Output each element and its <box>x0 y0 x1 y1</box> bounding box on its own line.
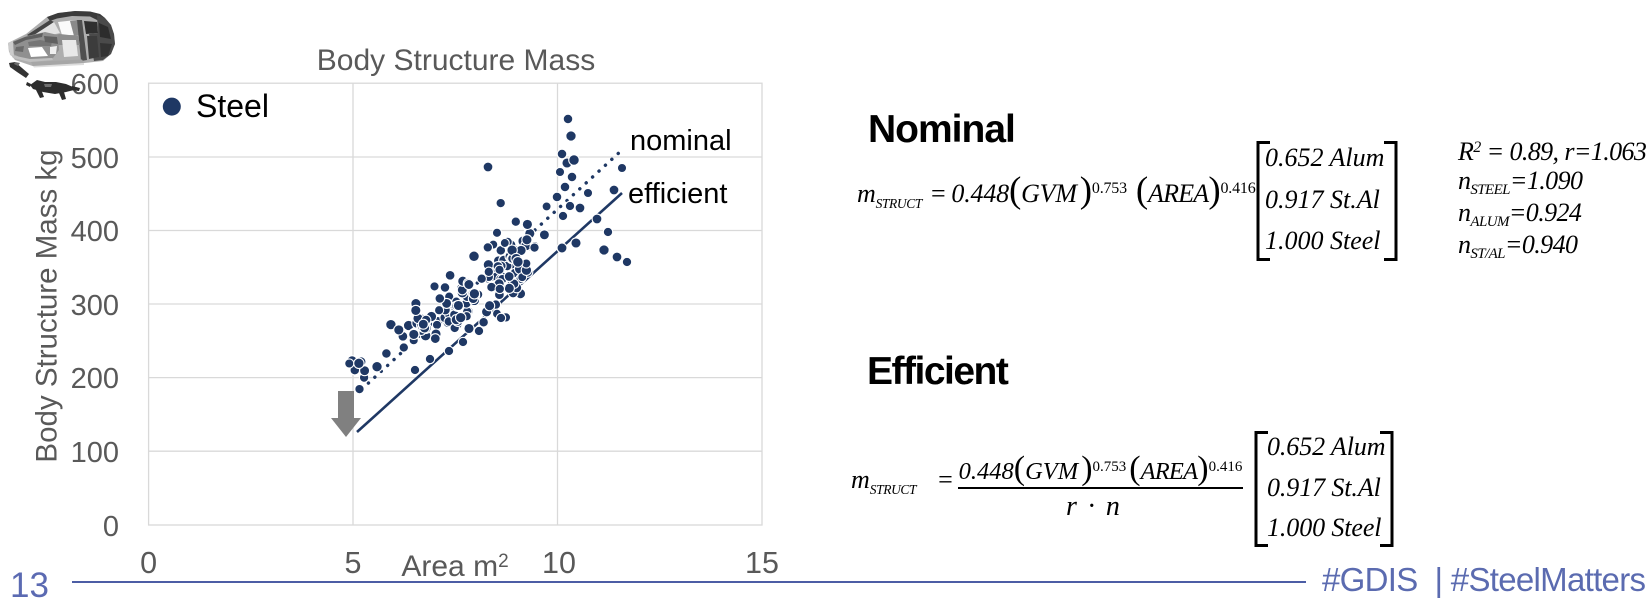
svg-text:400: 400 <box>71 216 119 248</box>
svg-text:100: 100 <box>71 437 119 469</box>
svg-text:Area m2: Area m2 <box>401 550 508 583</box>
svg-text:0: 0 <box>140 546 157 580</box>
svg-text:0: 0 <box>103 511 119 543</box>
svg-text:15: 15 <box>745 546 779 580</box>
svg-text:Body Structure Mass kg: Body Structure Mass kg <box>31 149 64 462</box>
svg-text:600: 600 <box>71 69 119 101</box>
svg-text:10: 10 <box>542 546 576 580</box>
svg-text:efficient: efficient <box>628 178 727 210</box>
svg-text:500: 500 <box>71 143 119 175</box>
svg-text:Steel: Steel <box>196 88 269 124</box>
svg-text:5: 5 <box>345 546 362 580</box>
svg-text:Body Structure Mass: Body Structure Mass <box>317 44 595 77</box>
svg-text:nominal: nominal <box>630 125 732 157</box>
svg-text:300: 300 <box>71 290 119 322</box>
svg-text:200: 200 <box>71 363 119 395</box>
